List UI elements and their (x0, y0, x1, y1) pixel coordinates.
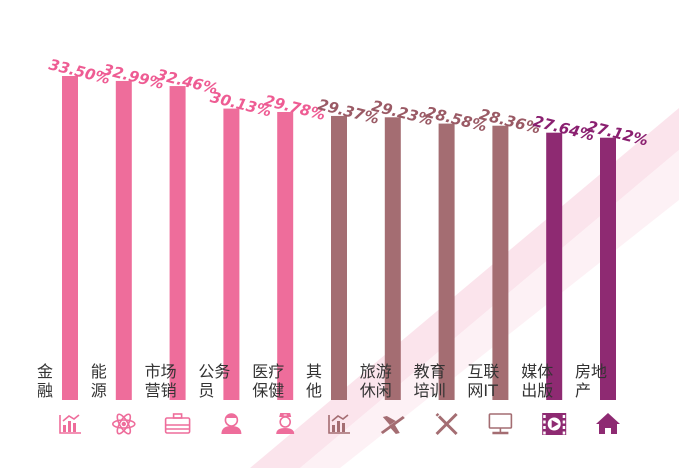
bar (277, 111, 294, 400)
category-label: 教育 (414, 362, 446, 381)
chart-icon (59, 414, 81, 434)
category-label: 员 (198, 381, 214, 400)
airplane-icon (380, 416, 405, 434)
data-label: 27.12% (585, 117, 650, 150)
category-label: 公务 (198, 362, 230, 381)
atom-icon (112, 413, 136, 435)
category-label: 市场 (145, 362, 177, 381)
background-streak (250, 108, 679, 468)
category-label: 融 (37, 381, 53, 400)
bar (384, 117, 401, 400)
category-label: 能 (91, 362, 107, 381)
play-icon (542, 413, 567, 435)
bar (62, 76, 78, 400)
category-label: 出版 (521, 381, 553, 400)
bar (169, 86, 186, 401)
person-icon (221, 413, 242, 434)
briefcase-icon (164, 413, 191, 434)
category-label: 产 (575, 381, 591, 400)
category-label: 源 (91, 381, 107, 400)
pencil-ruler-icon (435, 412, 458, 436)
bar (115, 80, 132, 400)
category-label: 旅游 (360, 362, 392, 381)
category-label: 金 (37, 362, 53, 381)
computer-icon (488, 413, 513, 435)
bar (223, 108, 240, 400)
category-label: 互联 (467, 362, 499, 381)
category-label: 医疗 (252, 362, 284, 381)
data-label: 32.46% (155, 65, 220, 98)
category-label: 休闲 (360, 381, 392, 400)
bar (546, 132, 563, 400)
category-label: 营销 (145, 381, 177, 400)
bar (331, 115, 347, 400)
category-label: 培训 (414, 381, 446, 400)
chart-icon (328, 414, 350, 434)
bar (492, 125, 509, 400)
category-label: 他 (306, 381, 322, 400)
category-label: 保健 (252, 381, 284, 400)
category-label: 网IT (467, 381, 498, 400)
category-label: 其 (306, 362, 322, 381)
nurse-icon (276, 413, 295, 434)
category-label: 媒体 (521, 362, 553, 381)
bar (600, 137, 616, 400)
house-icon (596, 413, 620, 434)
bar (438, 123, 455, 401)
category-label: 房地 (575, 362, 607, 381)
